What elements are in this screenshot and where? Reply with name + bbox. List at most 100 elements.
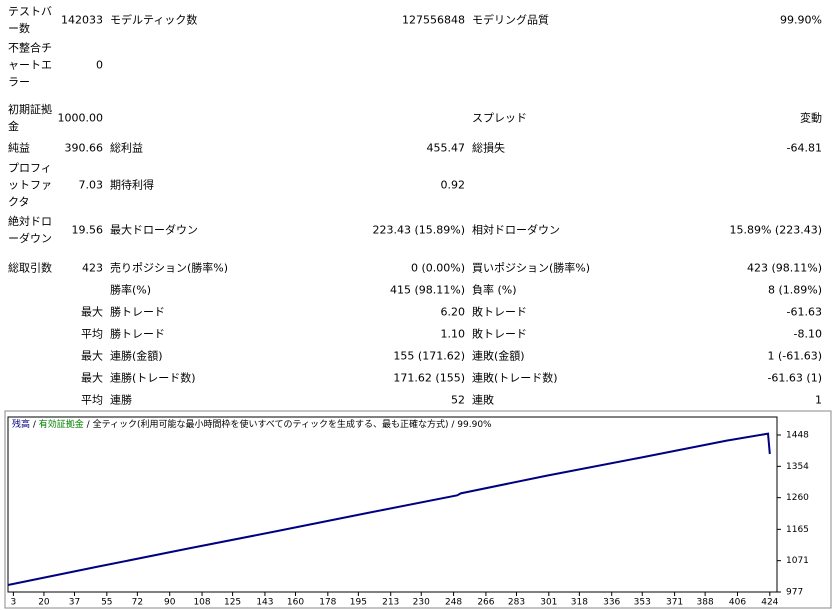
row-value: 99.90%: [780, 13, 822, 27]
row-label: 純益: [8, 141, 30, 155]
x-tick-label: 143: [256, 598, 273, 608]
row-value: -61.63: [786, 305, 822, 319]
x-tick-label: 353: [634, 598, 651, 608]
row-value: 0.92: [440, 178, 466, 192]
x-tick-label: 55: [101, 598, 112, 608]
row-label: 相対ドローダウン: [472, 223, 560, 237]
legend-model: 全ティック(利用可能な最小時間枠を使いすべてのティックを生成する、最も正確な方式…: [93, 418, 449, 430]
x-tick-label: 72: [132, 598, 143, 608]
row-label: 期待利得: [110, 178, 154, 192]
row-label: 不整合チャートエラー: [8, 41, 52, 89]
row-label: 連敗(金額): [472, 349, 525, 363]
row-value: 423: [82, 261, 103, 275]
x-tick-label: 248: [445, 598, 462, 608]
x-tick-label: 336: [603, 598, 620, 608]
x-tick-label: 301: [540, 598, 557, 608]
row-value: 8 (1.89%): [767, 283, 822, 297]
x-tick-label: 388: [697, 598, 714, 608]
row-label: 勝トレード: [110, 327, 165, 341]
y-tick-label: 1354: [786, 462, 809, 472]
row-value: 平均: [81, 327, 103, 341]
row-label: 売りポジション(勝率%): [110, 261, 229, 275]
row-label: 連敗(トレード数): [472, 371, 558, 385]
row-value: 平均: [81, 393, 103, 407]
x-tick-label: 178: [319, 598, 336, 608]
row-label: 連勝(トレード数): [110, 371, 196, 385]
row-label: 連勝: [110, 393, 132, 407]
balance-line: [7, 432, 771, 586]
x-tick-label: 213: [382, 598, 399, 608]
row-value: 415 (98.11%): [389, 283, 465, 297]
y-tick-label: 977: [786, 588, 803, 598]
row-value: 171.62 (155): [393, 371, 465, 385]
row-value: 0: [96, 58, 103, 72]
row-value: 1: [815, 393, 822, 407]
legend-quality: 99.90%: [457, 420, 492, 430]
legend-sep: /: [84, 420, 93, 430]
row-label: 総利益: [110, 141, 143, 155]
x-tick-label: 371: [666, 598, 683, 608]
x-tick-label: 195: [350, 598, 367, 608]
x-tick-label: 160: [287, 598, 304, 608]
row-value: 1.10: [440, 327, 466, 341]
x-tick-label: 424: [761, 598, 778, 608]
legend-sep: /: [449, 420, 458, 430]
row-label: 買いポジション(勝率%): [472, 261, 591, 275]
x-tick-label: 283: [508, 598, 525, 608]
row-label: 敗トレード: [472, 327, 527, 341]
row-label: 最大ドローダウン: [110, 223, 198, 237]
row-value: 6.20: [440, 305, 466, 319]
row-value: 15.89% (223.43): [729, 223, 822, 237]
row-label: スプレッド: [472, 111, 527, 125]
x-tick-label: 90: [164, 598, 176, 608]
row-value: 423 (98.11%): [746, 261, 822, 275]
row-value: 最大: [81, 305, 103, 319]
row-value: 455.47: [426, 141, 466, 155]
y-tick-label: 1071: [786, 556, 809, 566]
row-value: 223.43 (15.89%): [372, 223, 465, 237]
legend: 残高 / 有効証拠金 / 全ティック(利用可能な最小時間枠を使いすべてのティック…: [12, 418, 492, 430]
row-label: 勝トレード: [110, 305, 165, 319]
row-value: -64.81: [786, 141, 822, 155]
row-label: プロフィットファクタ: [8, 161, 52, 209]
row-value: -8.10: [793, 327, 822, 341]
legend-equity: 有効証拠金: [39, 418, 84, 430]
row-value: 142033: [61, 13, 103, 27]
row-value: 最大: [81, 371, 103, 385]
row-label: 連敗: [472, 393, 494, 407]
x-tick-label: 318: [571, 598, 588, 608]
row-value: -61.63 (1): [767, 371, 822, 385]
chart-frame: [4, 410, 832, 609]
legend-balance: 残高: [12, 418, 30, 430]
row-value: 最大: [81, 349, 103, 363]
row-value: 1000.00: [57, 111, 104, 125]
y-tick-label: 1260: [786, 493, 809, 503]
row-value: 127556848: [402, 13, 465, 27]
row-value: 390.66: [64, 141, 104, 155]
row-label: モデルティック数: [110, 13, 198, 27]
row-label: 負率 (%): [472, 283, 517, 297]
x-tick-label: 3: [11, 598, 17, 608]
row-value: 155 (171.62): [393, 349, 465, 363]
x-tick-label: 125: [224, 598, 241, 608]
y-tick-label: 1448: [786, 431, 809, 441]
row-value: 0 (0.00%): [410, 261, 465, 275]
row-label: 絶対ドローダウン: [8, 215, 52, 245]
row-value: 7.03: [78, 178, 104, 192]
row-label: 初期証拠金: [8, 103, 52, 133]
x-tick-label: 406: [729, 598, 746, 608]
x-tick-label: 108: [193, 598, 210, 608]
row-label: 敗トレード: [472, 305, 527, 319]
row-label: モデリング品質: [472, 13, 549, 27]
x-tick-label: 20: [38, 598, 50, 608]
row-label: 勝率(%): [110, 283, 152, 297]
row-label: 総損失: [472, 141, 505, 155]
row-label: 連勝(金額): [110, 349, 163, 363]
row-value: 1 (-61.63): [767, 349, 822, 363]
x-tick-label: 266: [477, 598, 494, 608]
row-value: 変動: [800, 111, 822, 125]
plot-area: [7, 416, 778, 593]
row-label: テストバー数: [8, 5, 52, 35]
